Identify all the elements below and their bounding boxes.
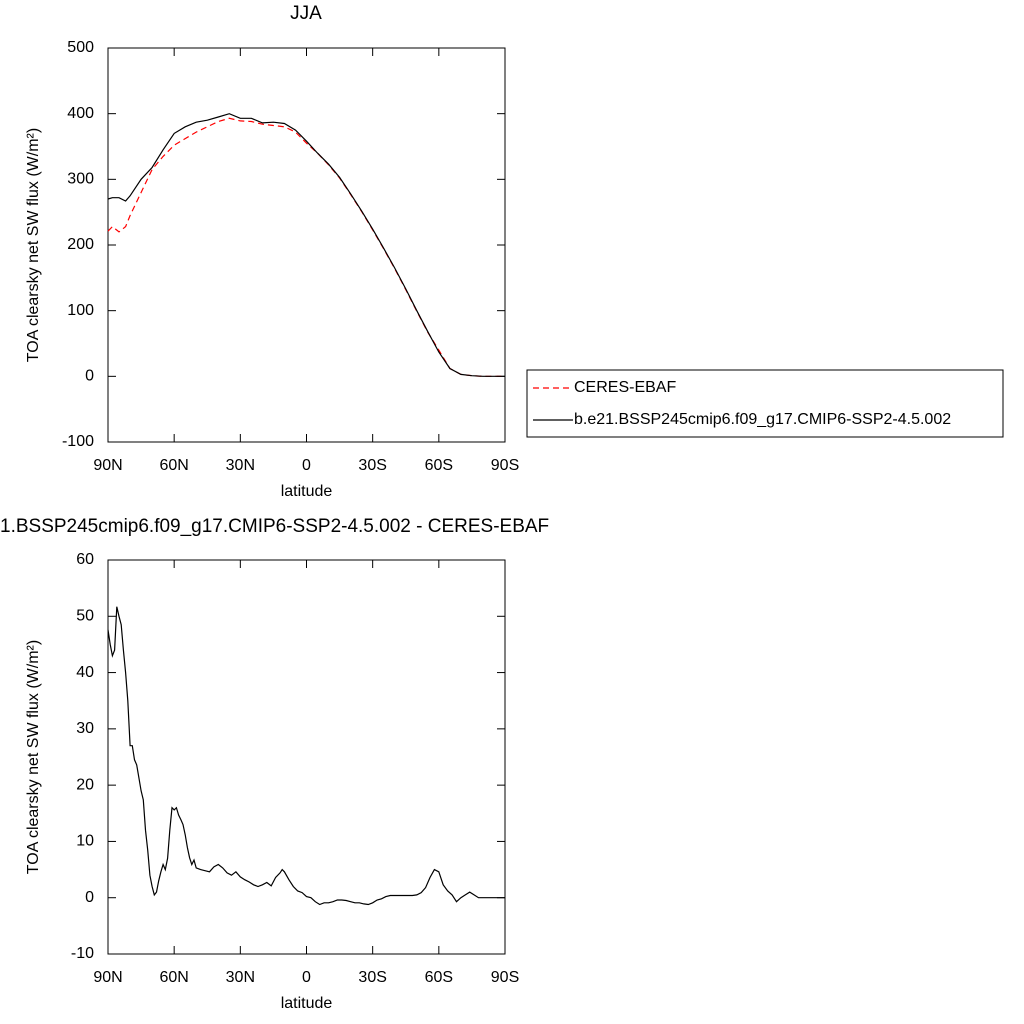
x-tick-label: 0 xyxy=(302,969,311,986)
y-tick-label: -100 xyxy=(62,433,94,450)
y-tick-label: 50 xyxy=(76,608,94,625)
x-tick-label: 90N xyxy=(93,969,122,986)
chart-title: 1.BSSP245cmip6.f09_g17.CMIP6-SSP2-4.5.00… xyxy=(0,516,549,537)
series-line xyxy=(107,117,505,377)
x-tick-label: 30N xyxy=(226,969,255,986)
legend-label: b.e21.BSSP245cmip6.f09_g17.CMIP6-SSP2-4.… xyxy=(574,411,951,428)
y-tick-label: 100 xyxy=(67,302,94,319)
plot-frame xyxy=(107,47,506,443)
y-tick-label: 400 xyxy=(67,105,94,122)
chart-title: JJA xyxy=(290,3,322,24)
y-axis-label: TOA clearsky net SW flux (W/m²) xyxy=(25,128,42,362)
y-tick-label: 30 xyxy=(76,720,94,737)
series-line xyxy=(107,113,505,377)
y-tick-label: 300 xyxy=(67,171,94,188)
legend-box xyxy=(526,369,1004,438)
y-tick-label: 10 xyxy=(76,833,94,850)
x-tick-label: 0 xyxy=(302,457,311,474)
x-tick-label: 60S xyxy=(425,969,453,986)
y-tick-label: 40 xyxy=(76,664,94,681)
y-tick-label: -10 xyxy=(71,945,94,962)
y-axis-label: TOA clearsky net SW flux (W/m²) xyxy=(25,640,42,874)
x-tick-label: 60S xyxy=(425,457,453,474)
x-tick-label: 60N xyxy=(159,969,188,986)
legend-label: CERES-EBAF xyxy=(574,379,676,396)
x-tick-label: 30S xyxy=(358,969,386,986)
y-tick-label: 20 xyxy=(76,776,94,793)
x-axis-label: latitude xyxy=(281,995,333,1012)
x-tick-label: 60N xyxy=(159,457,188,474)
y-tick-label: 500 xyxy=(67,39,94,56)
y-tick-label: 60 xyxy=(76,551,94,568)
y-tick-label: 200 xyxy=(67,236,94,253)
y-tick-label: 0 xyxy=(85,368,94,385)
x-tick-label: 90S xyxy=(491,457,519,474)
x-tick-label: 30N xyxy=(226,457,255,474)
x-tick-label: 30S xyxy=(358,457,386,474)
plot-frame xyxy=(107,559,506,955)
y-tick-label: 0 xyxy=(85,889,94,906)
x-axis-label: latitude xyxy=(281,483,333,500)
x-tick-label: 90N xyxy=(93,457,122,474)
x-tick-label: 90S xyxy=(491,969,519,986)
series-line xyxy=(107,606,505,906)
